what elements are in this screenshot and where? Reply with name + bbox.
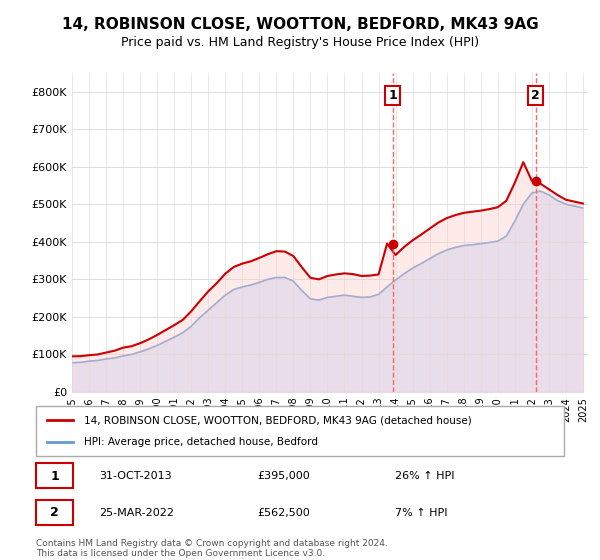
Text: 2: 2 [532,89,540,102]
Text: Price paid vs. HM Land Registry's House Price Index (HPI): Price paid vs. HM Land Registry's House … [121,36,479,49]
FancyBboxPatch shape [36,463,73,488]
Text: 26% ↑ HPI: 26% ↑ HPI [395,471,455,481]
Text: 25-MAR-2022: 25-MAR-2022 [100,508,175,518]
Text: 1: 1 [50,469,59,483]
Text: 1: 1 [388,89,397,102]
FancyBboxPatch shape [36,406,564,456]
Text: 14, ROBINSON CLOSE, WOOTTON, BEDFORD, MK43 9AG: 14, ROBINSON CLOSE, WOOTTON, BEDFORD, MK… [62,17,538,32]
FancyBboxPatch shape [36,500,73,525]
Text: 7% ↑ HPI: 7% ↑ HPI [395,508,448,518]
Text: 14, ROBINSON CLOSE, WOOTTON, BEDFORD, MK43 9AG (detached house): 14, ROBINSON CLOSE, WOOTTON, BEDFORD, MK… [83,415,471,425]
Text: £562,500: £562,500 [258,508,311,518]
Text: 31-OCT-2013: 31-OCT-2013 [100,471,172,481]
Text: HPI: Average price, detached house, Bedford: HPI: Average price, detached house, Bedf… [83,437,317,447]
Text: £395,000: £395,000 [258,471,311,481]
Text: 2: 2 [50,506,59,520]
Text: Contains HM Land Registry data © Crown copyright and database right 2024.
This d: Contains HM Land Registry data © Crown c… [36,539,388,558]
